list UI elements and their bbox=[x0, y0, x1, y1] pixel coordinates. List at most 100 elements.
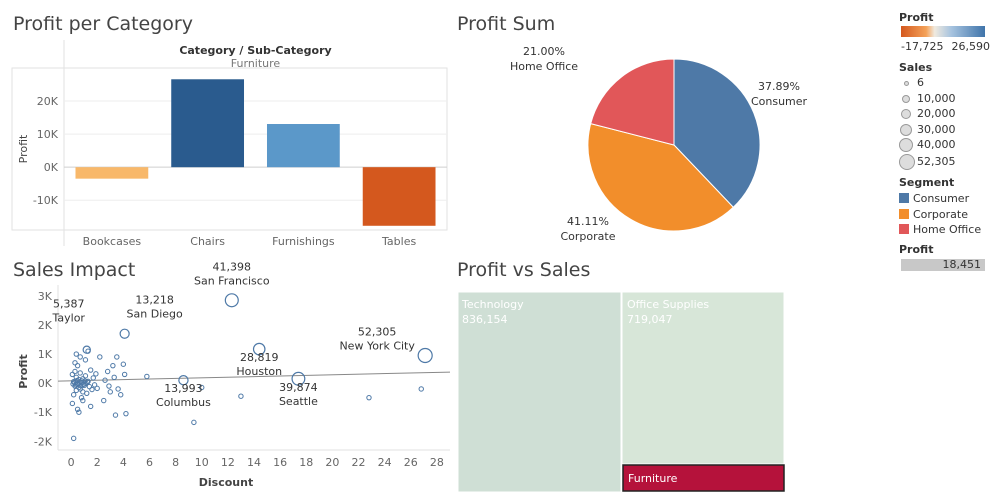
square-icon bbox=[899, 208, 909, 219]
scatter-point bbox=[89, 386, 95, 393]
bar-ytick-label: 10K bbox=[37, 128, 59, 141]
scatter-point bbox=[82, 373, 89, 379]
sales-legend-item: 30,000 bbox=[899, 123, 956, 136]
circle-icon bbox=[899, 153, 915, 170]
scatter-point-value: 39,874 bbox=[279, 381, 318, 394]
scatter-point bbox=[366, 394, 372, 401]
profit-legend-title: Profit bbox=[899, 11, 934, 24]
scatter-point-san-francisco bbox=[224, 293, 239, 308]
bar-header: Category / Sub-Category bbox=[179, 44, 331, 57]
bar-ytick-label: 20K bbox=[37, 95, 59, 108]
legend-panel: Profit -17,725 26,590 Sales 6 10,000 20,00… bbox=[893, 0, 1000, 504]
bar-y-axis-label: Profit bbox=[17, 134, 30, 163]
sales-size-icon bbox=[899, 123, 913, 136]
scatter-xtick-label: 4 bbox=[120, 456, 127, 469]
profit-filter-title: Profit bbox=[899, 243, 934, 256]
bar-tables bbox=[362, 167, 436, 226]
scatter-point-value: 13,218 bbox=[135, 294, 174, 307]
scatter-point bbox=[110, 362, 116, 369]
scatter-point-name: Houston bbox=[236, 365, 282, 378]
scatter-point bbox=[73, 351, 79, 357]
profit-sum-chart: 37.89% Consumer 41.11% Corporate 21.00% Home … bbox=[510, 45, 808, 243]
scatter-xtick-label: 28 bbox=[430, 456, 444, 469]
profit-filter-value: 18,451 bbox=[942, 258, 982, 271]
sales-legend-label: 10,000 bbox=[917, 91, 956, 105]
pie-segment-label: Consumer bbox=[751, 95, 808, 108]
sales-size-icon bbox=[899, 76, 913, 89]
scatter-point-columbus bbox=[178, 375, 189, 386]
pie-pct-label: 37.89% bbox=[758, 80, 800, 93]
treemap-cell-name: Furniture bbox=[628, 472, 678, 485]
scatter-xtick-label: 12 bbox=[221, 456, 235, 469]
scatter-xtick-label: 0 bbox=[68, 456, 75, 469]
scatter-point bbox=[91, 382, 98, 388]
scatter-ytick-label: 1K bbox=[38, 348, 53, 361]
scatter-point bbox=[121, 371, 128, 378]
scatter-point bbox=[97, 354, 103, 360]
profit-vs-sales-title: Profit vs Sales bbox=[457, 259, 591, 281]
scatter-xtick-label: 20 bbox=[325, 456, 339, 469]
scatter-point bbox=[90, 375, 96, 381]
scatter-point-value: 52,305 bbox=[358, 326, 397, 339]
segment-legend-label: Consumer bbox=[913, 192, 970, 205]
scatter-ytick-label: 3K bbox=[38, 290, 53, 303]
treemap-cell-furniture bbox=[622, 464, 785, 492]
scatter-point bbox=[106, 383, 112, 389]
scatter-xtick-label: 2 bbox=[94, 456, 101, 469]
scatter-point bbox=[72, 360, 78, 366]
scatter-point bbox=[74, 377, 80, 384]
scatter-point bbox=[74, 406, 81, 412]
bar-bookcases bbox=[75, 167, 149, 179]
scatter-point bbox=[199, 384, 205, 391]
scatter-point bbox=[87, 367, 94, 373]
scatter-point bbox=[70, 392, 77, 398]
profit-filter-slider[interactable]: 18,451 bbox=[901, 258, 985, 271]
bar-category-label: Tables bbox=[381, 235, 416, 248]
profit-vs-sales-chart: Technology 836,154 Office Supplies 719,047 F… bbox=[457, 291, 785, 493]
scatter-point bbox=[115, 386, 121, 392]
scatter-point bbox=[78, 394, 85, 401]
scatter-xtick-label: 18 bbox=[299, 456, 313, 469]
scatter-point-name: Taylor bbox=[52, 312, 86, 325]
pie-segment-label: Home Office bbox=[510, 60, 578, 73]
sales-legend-label: 40,000 bbox=[917, 138, 956, 151]
scatter-point bbox=[84, 379, 91, 385]
circle-icon bbox=[901, 109, 911, 119]
segment-legend-item[interactable]: Consumer bbox=[899, 192, 969, 205]
treemap-cell-value: 836,154 bbox=[462, 313, 508, 326]
scatter-y-axis-label: Profit bbox=[17, 354, 30, 388]
profit-per-category-title: Profit per Category bbox=[13, 13, 193, 35]
bar-subheader: Furniture bbox=[231, 57, 281, 70]
circle-icon bbox=[902, 94, 910, 103]
segment-legend-item[interactable]: Home Office bbox=[899, 223, 981, 236]
scatter-point-seattle bbox=[291, 371, 306, 386]
scatter-point bbox=[80, 397, 86, 404]
scatter-point bbox=[70, 435, 77, 442]
scatter-point bbox=[94, 385, 100, 392]
scatter-point bbox=[93, 371, 99, 377]
scatter-point bbox=[87, 403, 94, 410]
scatter-point-value: 5,387 bbox=[53, 298, 85, 311]
scatter-point bbox=[102, 377, 108, 383]
scatter-point bbox=[123, 410, 129, 417]
scatter-point bbox=[112, 412, 119, 418]
sales-legend-item: 20,000 bbox=[899, 107, 956, 120]
segment-legend-label: Home Office bbox=[913, 223, 982, 236]
circle-icon bbox=[900, 123, 912, 136]
profit-gradient-min: -17,725 bbox=[901, 40, 944, 53]
treemap-cell-name: Technology bbox=[461, 298, 524, 311]
scatter-trend-line bbox=[57, 371, 451, 382]
scatter-point-name: Columbus bbox=[156, 396, 211, 409]
sales-legend-item: 10,000 bbox=[899, 92, 956, 105]
pie-slice-home-office bbox=[590, 58, 675, 146]
bar-category-label: Bookcases bbox=[83, 235, 142, 248]
segment-legend-item[interactable]: Corporate bbox=[899, 208, 968, 221]
scatter-point bbox=[69, 371, 76, 378]
sales-legend-item: 40,000 bbox=[899, 138, 956, 152]
scatter-point-name: San Diego bbox=[127, 308, 183, 321]
scatter-point bbox=[104, 368, 111, 375]
scatter-point-value: 41,398 bbox=[213, 260, 252, 273]
scatter-point-value: 28,819 bbox=[240, 351, 279, 364]
square-icon bbox=[899, 224, 909, 234]
